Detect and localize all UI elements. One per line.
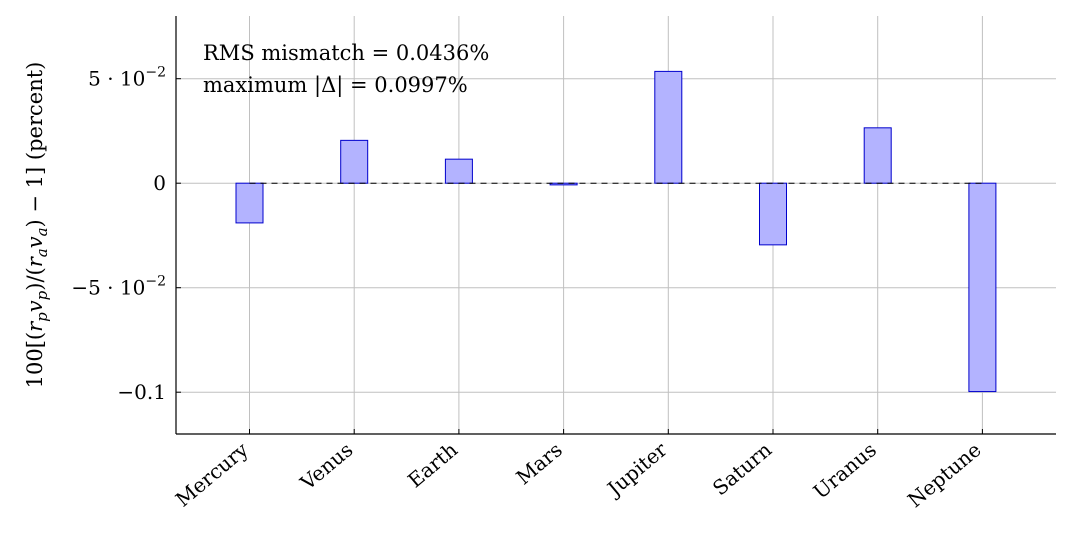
y-tick-label: −0.1 <box>117 380 166 404</box>
bar-earth <box>444 158 473 184</box>
x-tick-label-mercury: Mercury <box>171 437 253 512</box>
y-tick-label: 5 · 10−2 <box>88 65 166 91</box>
x-tick-labels: Mercury Venus Earth Mars Jupiter Saturn Uranus… <box>171 429 986 512</box>
x-tick-label-earth: Earth <box>403 437 462 492</box>
x-tick-label-jupiter: Jupiter <box>601 437 672 502</box>
y-tick-exponent: −2 <box>145 65 166 81</box>
bar-saturn <box>759 182 787 246</box>
y-axis-label: 100[(rpvp)/(rava) − 1] (percent) <box>23 62 51 389</box>
bar-neptune <box>968 182 997 393</box>
bar-jupiter <box>654 70 683 184</box>
x-tick-label-uranus: Uranus <box>809 437 881 503</box>
y-tick-labels: 5 · 10−2 0 −5 · 10−2 −0.1 <box>71 65 181 404</box>
bar-mercury <box>235 182 264 224</box>
bars <box>235 70 997 393</box>
bar-uranus <box>863 127 892 184</box>
grid <box>176 16 1056 434</box>
y-tick-label: 0 <box>153 171 166 195</box>
x-tick-label-neptune: Neptune <box>903 437 986 512</box>
annotation-rms-mismatch: RMS mismatch = 0.0436% <box>203 41 489 65</box>
x-tick-label-mars: Mars <box>511 437 566 489</box>
bar-venus <box>340 139 369 184</box>
x-tick-label-venus: Venus <box>295 437 358 495</box>
bar-mars <box>549 182 578 186</box>
annotation-max-delta: maximum |Δ| = 0.0997% <box>203 73 468 98</box>
y-tick-label: −5 · 10−2 <box>71 274 166 300</box>
x-tick-label-saturn: Saturn <box>708 437 776 500</box>
axes <box>175 16 1056 435</box>
y-tick-exponent: −2 <box>145 274 166 290</box>
